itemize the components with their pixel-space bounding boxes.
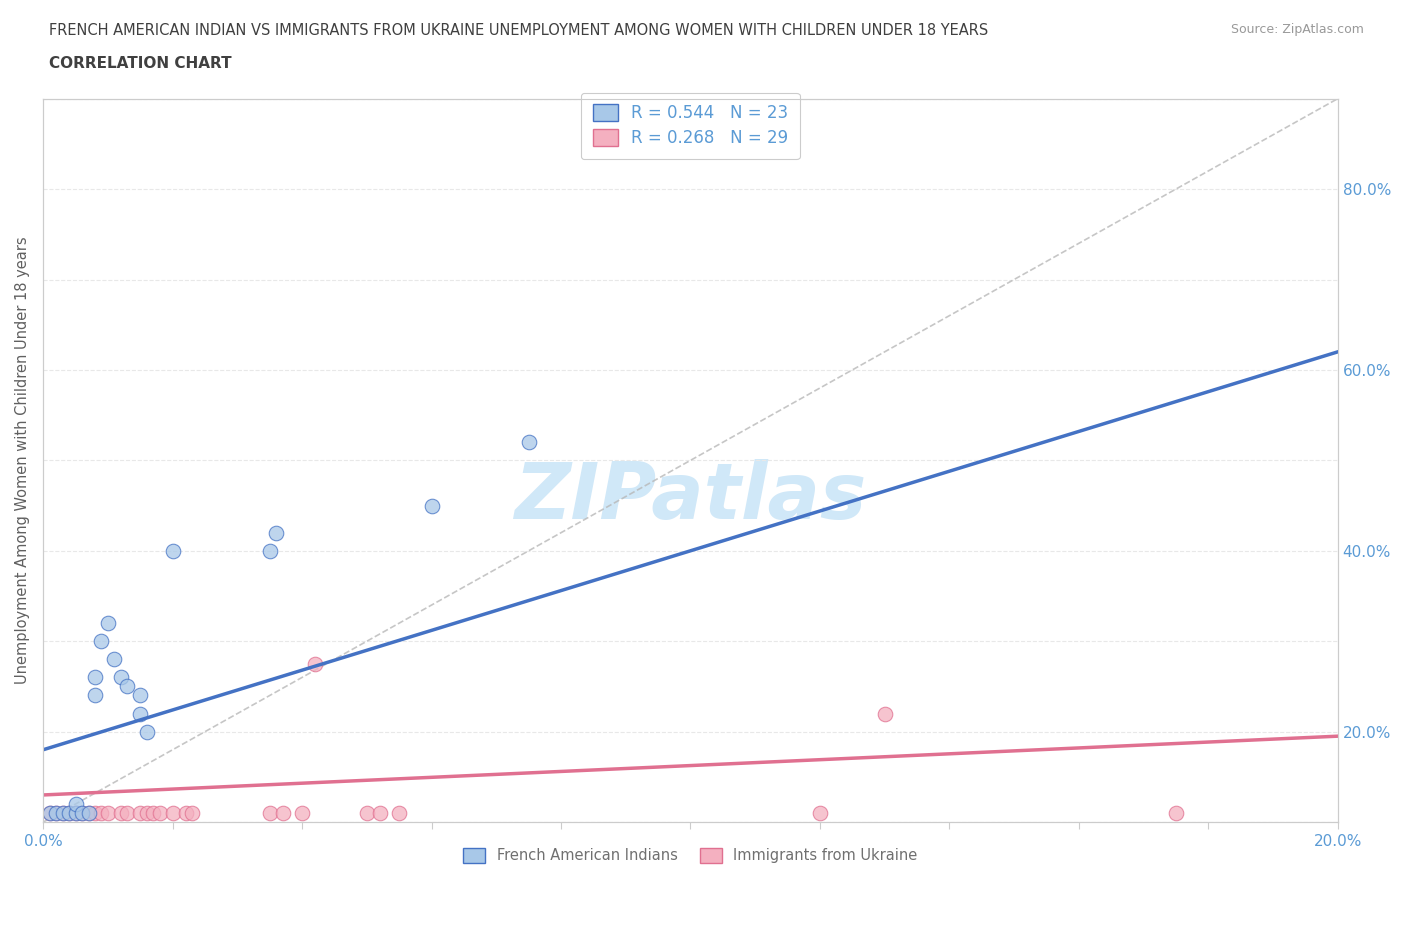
- Point: [304, 657, 326, 671]
- Point: [90, 634, 112, 649]
- Point: [873, 706, 896, 721]
- Point: [1164, 805, 1187, 820]
- Point: [97, 805, 120, 820]
- Point: [388, 805, 411, 820]
- Point: [65, 805, 87, 820]
- Text: CORRELATION CHART: CORRELATION CHART: [49, 56, 232, 71]
- Point: [84, 670, 107, 684]
- Point: [174, 805, 197, 820]
- Point: [129, 805, 152, 820]
- Legend: French American Indians, Immigrants from Ukraine: French American Indians, Immigrants from…: [457, 842, 924, 869]
- Point: [58, 805, 80, 820]
- Point: [45, 805, 67, 820]
- Point: [52, 805, 75, 820]
- Point: [52, 805, 75, 820]
- Point: [135, 805, 157, 820]
- Point: [84, 805, 107, 820]
- Point: [77, 805, 100, 820]
- Point: [264, 525, 287, 540]
- Point: [517, 435, 540, 450]
- Text: ZIPatlas: ZIPatlas: [515, 458, 866, 535]
- Point: [356, 805, 378, 820]
- Point: [259, 543, 281, 558]
- Point: [162, 543, 184, 558]
- Point: [110, 670, 132, 684]
- Point: [117, 805, 139, 820]
- Point: [84, 688, 107, 703]
- Point: [38, 805, 60, 820]
- Point: [70, 805, 93, 820]
- Point: [103, 652, 125, 667]
- Point: [70, 805, 93, 820]
- Point: [65, 805, 87, 820]
- Point: [135, 724, 157, 739]
- Point: [181, 805, 204, 820]
- Point: [142, 805, 165, 820]
- Point: [271, 805, 294, 820]
- Point: [110, 805, 132, 820]
- Point: [420, 498, 443, 513]
- Point: [162, 805, 184, 820]
- Point: [77, 805, 100, 820]
- Point: [90, 805, 112, 820]
- Point: [38, 805, 60, 820]
- Point: [259, 805, 281, 820]
- Point: [291, 805, 314, 820]
- Point: [117, 679, 139, 694]
- Point: [129, 688, 152, 703]
- Point: [97, 616, 120, 631]
- Text: Source: ZipAtlas.com: Source: ZipAtlas.com: [1230, 23, 1364, 36]
- Text: FRENCH AMERICAN INDIAN VS IMMIGRANTS FROM UKRAINE UNEMPLOYMENT AMONG WOMEN WITH : FRENCH AMERICAN INDIAN VS IMMIGRANTS FRO…: [49, 23, 988, 38]
- Point: [808, 805, 831, 820]
- Point: [129, 706, 152, 721]
- Point: [368, 805, 391, 820]
- Y-axis label: Unemployment Among Women with Children Under 18 years: Unemployment Among Women with Children U…: [15, 236, 30, 684]
- Point: [65, 797, 87, 812]
- Point: [58, 805, 80, 820]
- Point: [149, 805, 172, 820]
- Point: [45, 805, 67, 820]
